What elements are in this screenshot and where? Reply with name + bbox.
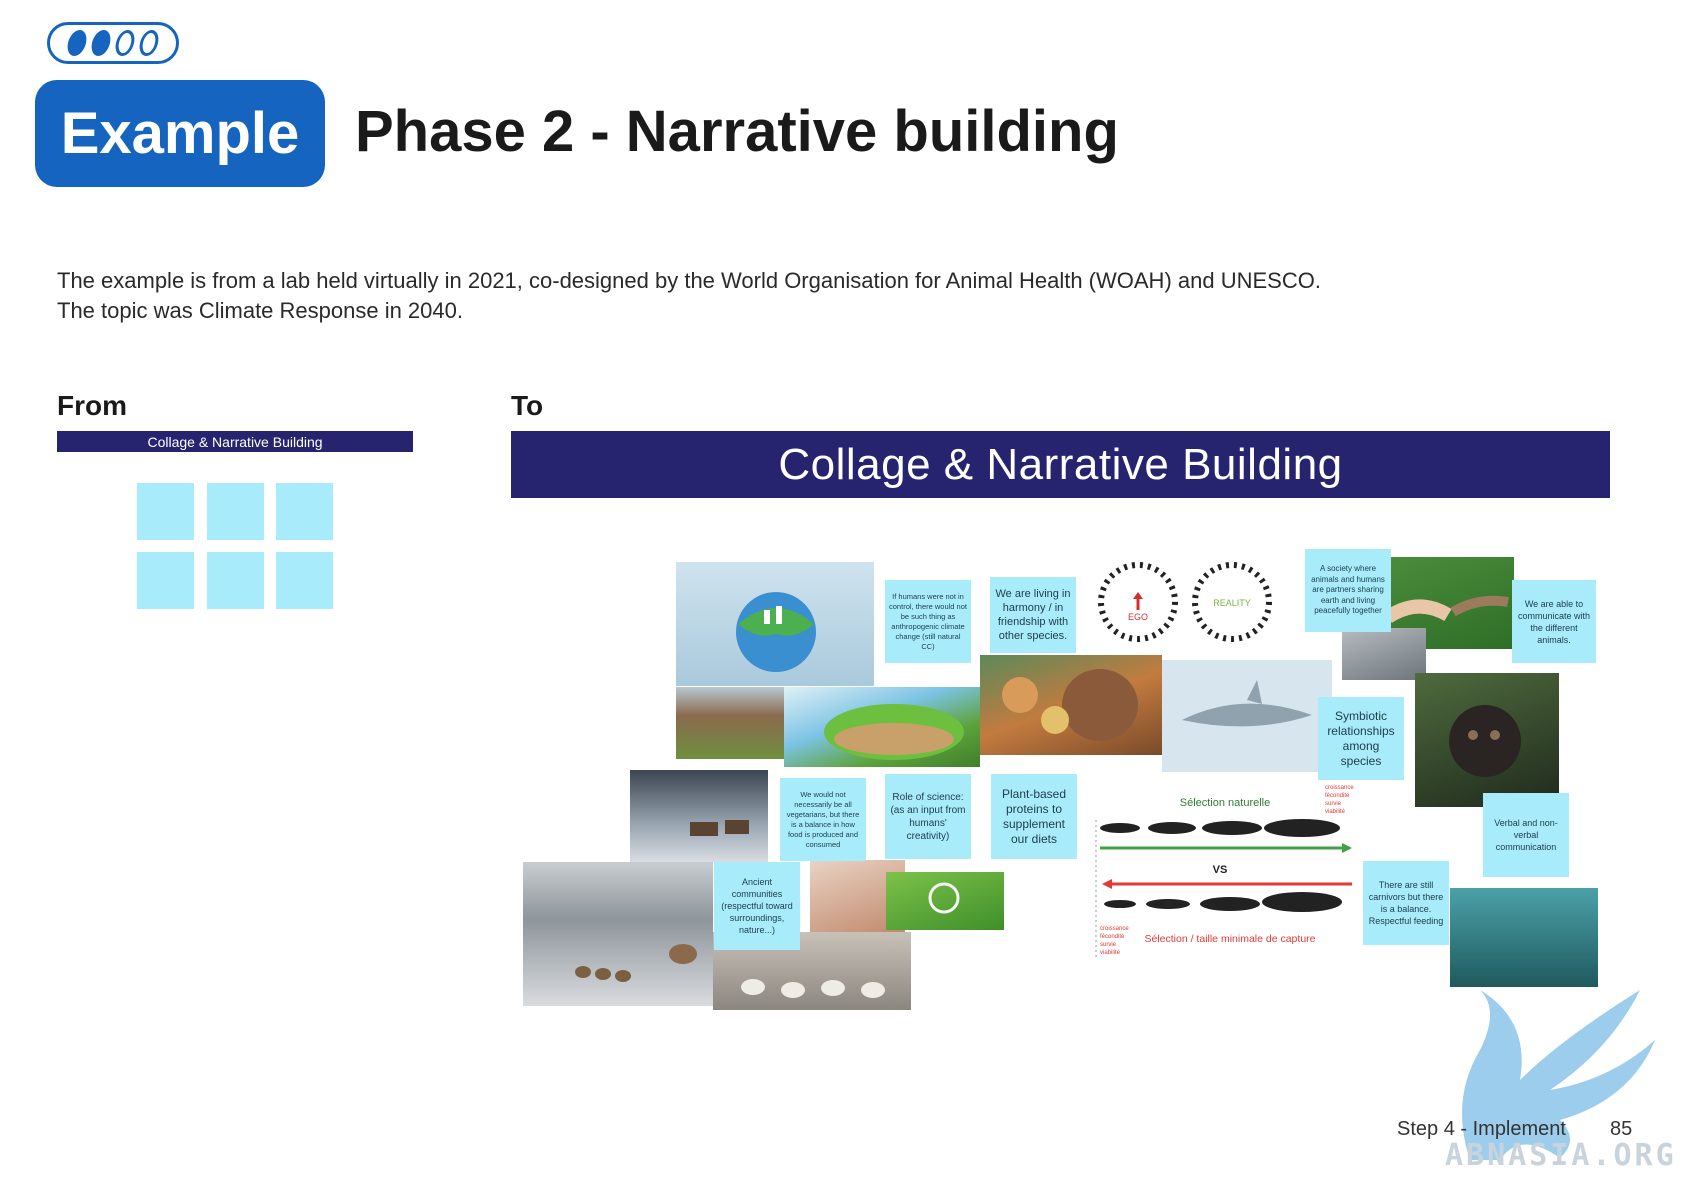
to-board-title: Collage & Narrative Building (778, 439, 1343, 489)
photo-ducks-street (523, 862, 713, 1006)
sticky-note (207, 552, 264, 609)
to-board-title-bar: Collage & Narrative Building (511, 431, 1610, 498)
from-board-title: Collage & Narrative Building (147, 433, 323, 450)
sticky-note: Ancient communities (respectful toward s… (714, 862, 800, 950)
trait-item: fécondité (1325, 793, 1350, 799)
sticky-note (207, 483, 264, 540)
sticky-note: Role of science: (as an input from human… (885, 774, 971, 859)
intro-line-2: The topic was Climate Response in 2040. (57, 298, 463, 323)
progress-dot-empty (137, 30, 161, 56)
photo-sheep-street (713, 932, 911, 1010)
sticky-note: We are able to communicate with the diff… (1512, 580, 1596, 663)
trait-item: croissance (1100, 926, 1129, 932)
ego-reality-diagram: EGO REALITY (1098, 562, 1272, 642)
page-number: 85 (1610, 1118, 1633, 1140)
page-title: Phase 2 - Narrative building (355, 99, 1119, 164)
photo-animals-cartoon (980, 655, 1162, 755)
watermark-bird-logo (1462, 990, 1655, 1160)
from-sticky-grid (137, 483, 337, 613)
reality-label: REALITY (1213, 598, 1251, 608)
photo-green-island (784, 687, 980, 767)
photo-deer-city (630, 770, 768, 862)
trait-item: viabilité (1325, 809, 1346, 815)
photo-chimpanzee (1415, 673, 1559, 807)
sticky-note: We are living in harmony / in friendship… (990, 577, 1076, 653)
footer-step: Step 4 - Implement (1397, 1118, 1566, 1140)
sticky-note: We would not necessarily be all vegetari… (780, 778, 866, 861)
selection-naturelle-label: Sélection naturelle (1180, 797, 1271, 809)
intro-text: The example is from a lab held virtually… (57, 266, 1321, 326)
trait-item: viabilité (1100, 950, 1121, 956)
fish-selection-diagram: Sélection naturelle VS Sélection / taill… (1095, 797, 1352, 960)
progress-dot-empty (113, 30, 137, 56)
top-trait-list: croissance fécondité survie viabilité (1325, 784, 1354, 816)
watermark-text: ABNASIA.ORG (1445, 1138, 1677, 1173)
sticky-note: If humans were not in control, there wou… (885, 580, 971, 663)
bottom-trait-list: croissance fécondité survie viabilité (1100, 925, 1129, 957)
sticky-note (137, 552, 194, 609)
sticky-note (137, 483, 194, 540)
sticky-note (276, 483, 333, 540)
trait-item: croissance (1325, 785, 1354, 791)
example-badge: Example (35, 80, 325, 187)
intro-line-1: The example is from a lab held virtually… (57, 268, 1321, 293)
photo-earth-globe (676, 562, 874, 686)
vs-label: VS (1213, 864, 1228, 876)
progress-dot-filled (65, 30, 89, 56)
from-board-title-bar: Collage & Narrative Building (57, 431, 413, 452)
trait-item: survie (1325, 801, 1342, 807)
sticky-note: There are still carnivors but there is a… (1363, 861, 1449, 945)
trait-item: survie (1100, 942, 1117, 948)
trait-item: fécondité (1100, 934, 1125, 940)
sticky-note: Plant-based proteins to supplement our d… (991, 774, 1077, 859)
photo-lightbulb-plant (886, 872, 1004, 930)
progress-indicator (47, 22, 179, 64)
ego-label: EGO (1128, 612, 1148, 622)
progress-dot-filled (89, 30, 113, 56)
sticky-note: Verbal and non-verbal communication (1483, 793, 1569, 877)
photo-garden-building (676, 687, 784, 759)
photo-person-animal (1342, 628, 1426, 680)
photo-shark (1162, 660, 1332, 772)
sticky-note: Symbiotic relationships among species (1318, 697, 1404, 780)
sticky-note: A society where animals and humans are p… (1305, 549, 1391, 632)
to-label: To (511, 390, 544, 421)
photo-underwater-forest (1450, 888, 1598, 987)
selection-taille-label: Sélection / taille minimale de capture (1144, 933, 1315, 945)
from-label: From (57, 390, 127, 421)
sticky-note (276, 552, 333, 609)
